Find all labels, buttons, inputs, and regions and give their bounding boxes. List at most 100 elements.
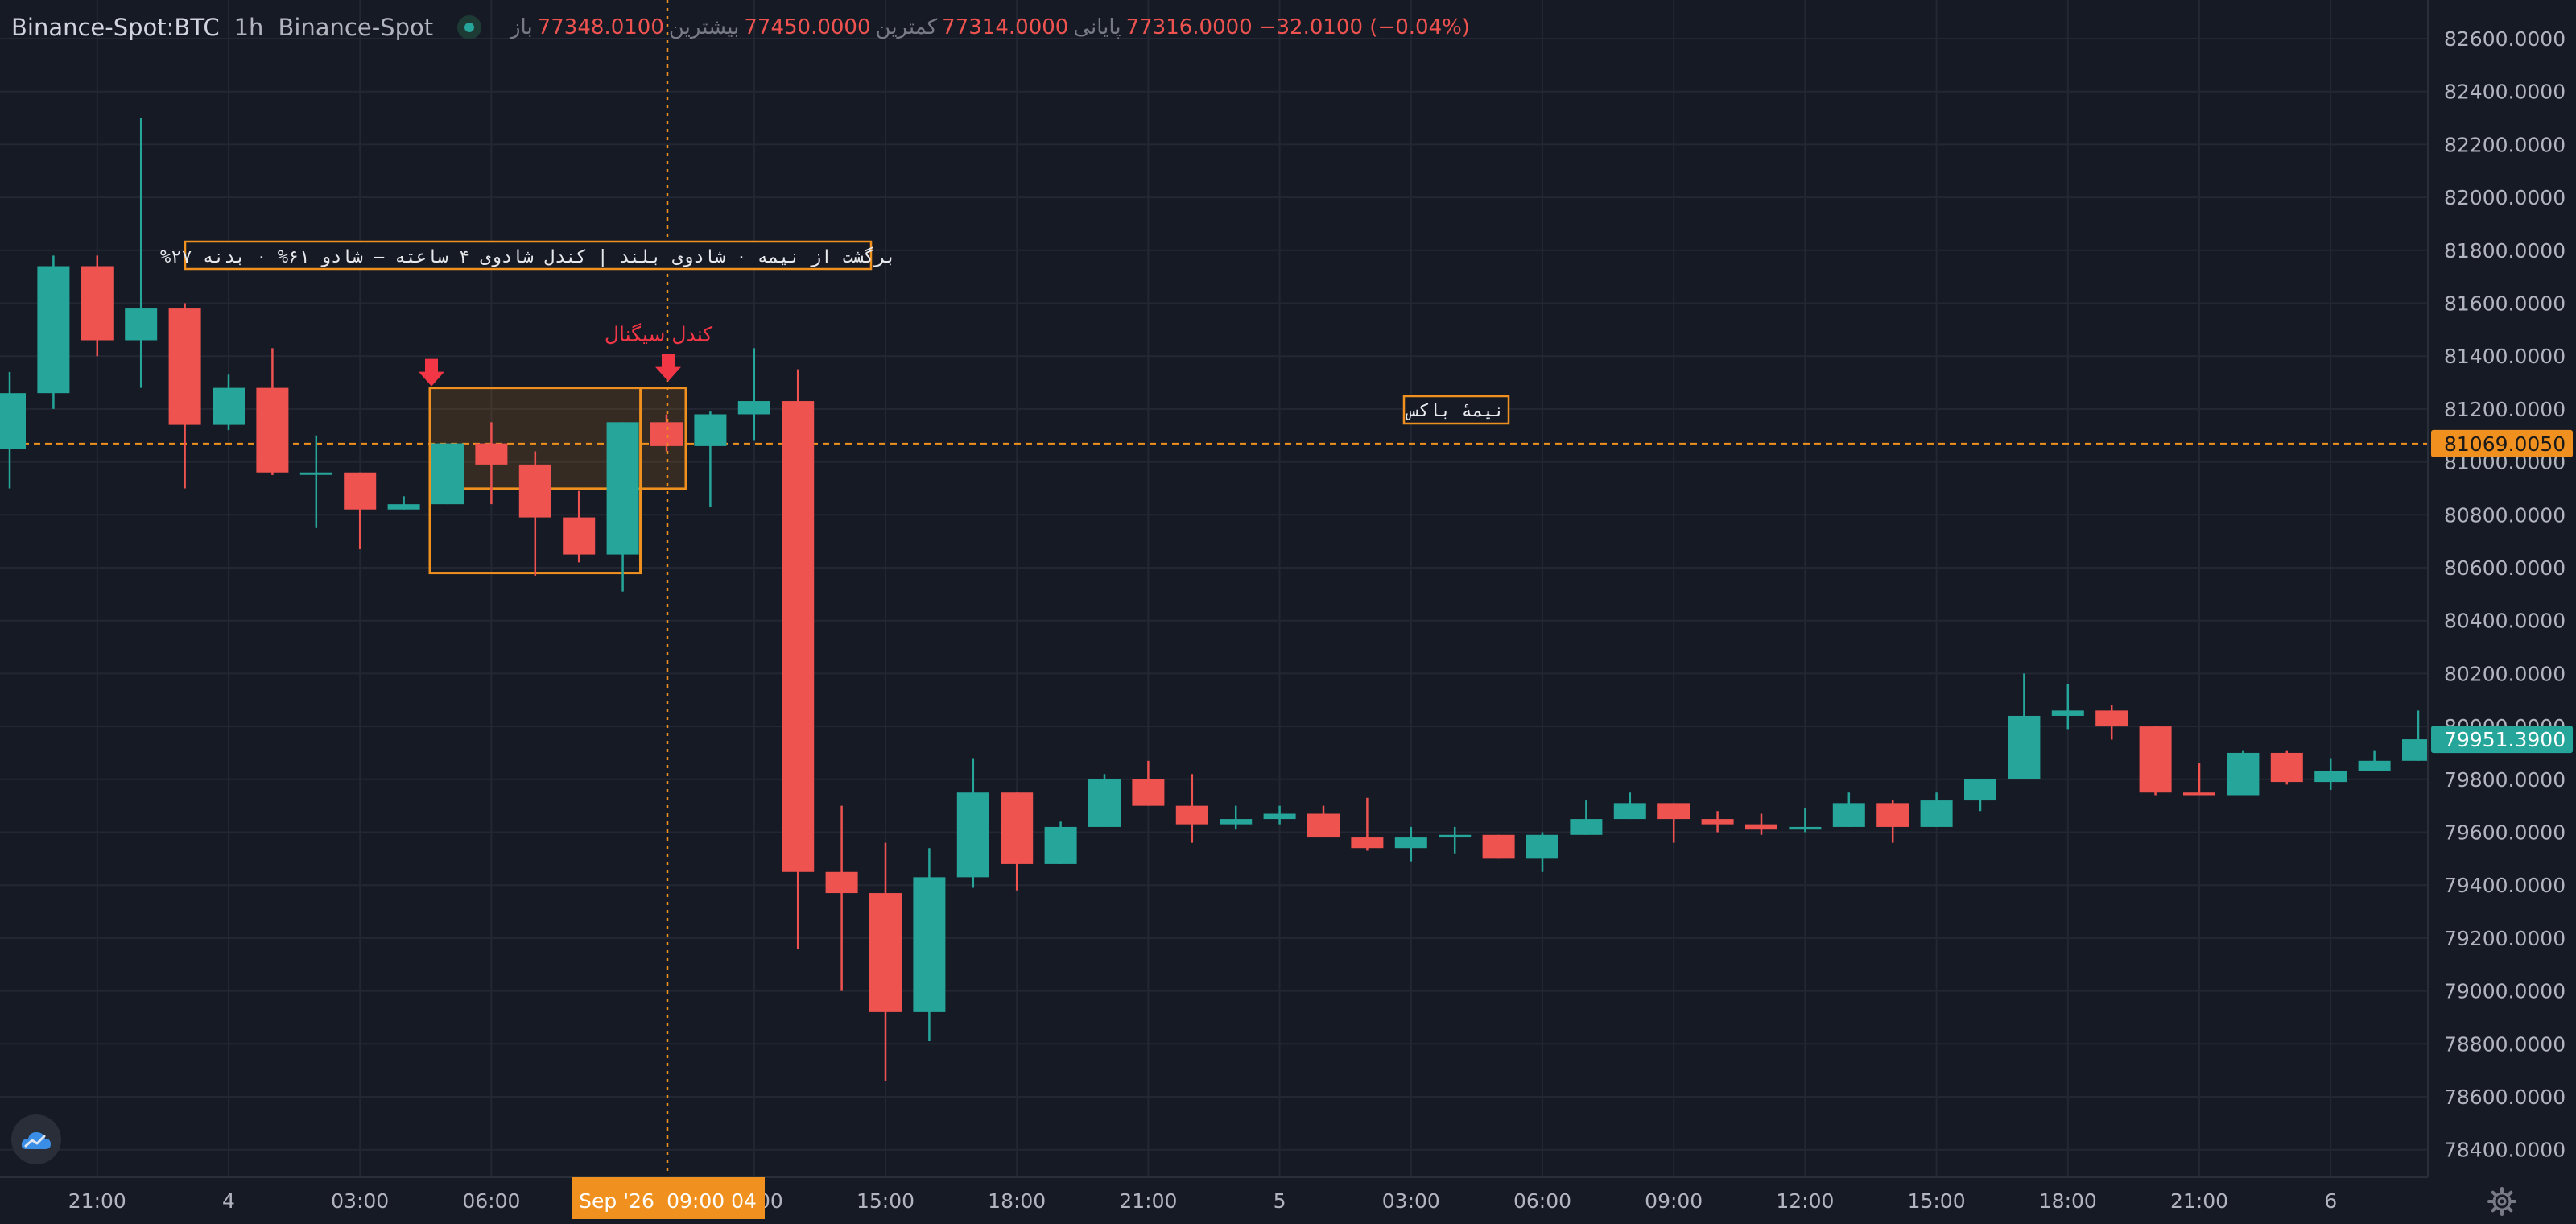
candle	[1613, 792, 1646, 820]
ohlc-open-value: 77348.0100	[537, 15, 664, 39]
candle	[2051, 684, 2084, 730]
candle-body	[1175, 805, 1208, 825]
time-axis[interactable]: 18:00 21:00 4 03:00 06:00 12:00 15:00 18:00 21:0…	[0, 1176, 2576, 1224]
cloud-chart-icon	[21, 1132, 51, 1149]
chart-annotations: کندل سیگنال %برگشت از نیمه ۰ شادوی بلند |…	[160, 0, 1510, 1177]
candle-body	[1789, 826, 1822, 830]
price-tick-label: 82200.0000	[2444, 133, 2566, 156]
candle-body	[563, 517, 596, 555]
candle-body	[125, 308, 158, 341]
app-logo-icon[interactable]	[11, 1114, 61, 1164]
candle-body	[1001, 792, 1034, 864]
interval-label[interactable]: 1h	[233, 14, 264, 41]
candle-body	[2051, 710, 2084, 716]
chart-drawings	[0, 387, 2428, 575]
candle-body	[1964, 779, 1996, 801]
candle-body	[1307, 813, 1340, 838]
ohlc-close-label: پایانی	[1073, 15, 1121, 39]
time-tick-label: 5	[1274, 1189, 1286, 1213]
candle	[213, 374, 245, 431]
candle	[2270, 750, 2303, 785]
top-note-text: %برگشت از نیمه ۰ شادوی بلند | کندل شادوی…	[160, 246, 896, 267]
time-tick-label: 15:00	[1908, 1189, 1966, 1213]
half-box-callout: نیمهٔ باکس	[1402, 395, 1510, 425]
candle	[1876, 800, 1909, 843]
price-tick-label: 81400.0000	[2444, 345, 2566, 368]
price-tick-label: 80400.0000	[2444, 610, 2566, 633]
candle-body	[1394, 837, 1427, 849]
candle-body	[213, 387, 245, 425]
price-axis[interactable]: 82600.0000 82400.0000 82200.0000 82000.0000…	[2427, 0, 2576, 1224]
candle	[1920, 792, 1953, 827]
candle	[2227, 750, 2260, 796]
candle-body	[1220, 819, 1253, 825]
top-note-box	[184, 240, 873, 271]
candle	[1701, 811, 1734, 833]
candle	[825, 805, 858, 991]
ohlc-low-value: 77314.0000	[942, 15, 1069, 39]
candle	[1439, 826, 1472, 854]
candle	[1307, 805, 1340, 838]
crosshair-date-label: Sep '26	[579, 1189, 654, 1213]
candle-body	[694, 414, 727, 446]
candle	[1351, 797, 1384, 851]
candle-body	[1657, 803, 1690, 820]
candle	[1745, 813, 1777, 835]
exchange-label: Binance-Spot	[278, 14, 434, 41]
time-tick-label: 21:00	[2170, 1189, 2228, 1213]
candle-body	[1351, 837, 1384, 849]
price-tick-label: 81800.0000	[2444, 239, 2566, 263]
candle	[1482, 834, 1515, 859]
candle	[1175, 774, 1208, 843]
candle-body	[2139, 726, 2172, 793]
candle	[1132, 760, 1165, 806]
candle	[1570, 800, 1603, 835]
candle-body	[80, 266, 114, 341]
candle-series	[0, 118, 2434, 1081]
candle	[37, 255, 70, 409]
candle	[2139, 726, 2172, 796]
candle	[125, 118, 158, 388]
time-tick-label: 03:00	[1382, 1189, 1440, 1213]
gear-icon[interactable]	[2487, 1187, 2516, 1216]
symbol-label[interactable]: Binance-Spot:BTC	[11, 14, 220, 41]
candle-body	[2227, 752, 2260, 796]
candle-body	[518, 464, 551, 518]
price-tick-label: 80200.0000	[2444, 662, 2566, 685]
price-label-text: 81069.0050	[2444, 432, 2566, 456]
candle	[1044, 821, 1077, 864]
time-tick-label: 12:00	[1776, 1189, 1834, 1213]
candle-body	[1263, 813, 1296, 820]
candle-body	[1439, 834, 1472, 838]
candle-body	[913, 877, 946, 1012]
ohlc-low-label: کمترین	[875, 15, 938, 39]
candle-body	[1876, 803, 1909, 827]
candle-body	[1613, 803, 1646, 820]
candle-body	[37, 266, 70, 394]
price-tick-label: 82600.0000	[2444, 27, 2566, 51]
candle-body	[2314, 771, 2347, 783]
candle	[782, 369, 815, 949]
candle-body	[0, 393, 26, 449]
candle	[563, 490, 596, 563]
candle	[1394, 826, 1427, 862]
candle	[1088, 774, 1121, 827]
candle-body	[2183, 792, 2215, 796]
candle	[606, 422, 639, 592]
candle	[2008, 673, 2041, 779]
time-tick-label: 03:00	[331, 1189, 389, 1213]
down-arrow-icon	[419, 358, 444, 387]
candle	[299, 435, 332, 528]
candle-body	[2270, 752, 2303, 783]
candle-body	[1832, 803, 1865, 827]
market-status-icon[interactable]	[457, 15, 482, 39]
candle	[344, 472, 377, 550]
candle-body	[168, 308, 201, 425]
price-tick-label: 80600.0000	[2444, 556, 2566, 580]
ohlc-close-value: 77316.0000	[1125, 15, 1253, 39]
candle-body	[1570, 819, 1603, 835]
candle	[0, 371, 26, 489]
signal-candle-label: کندل سیگنال	[605, 323, 712, 346]
candle-body	[299, 472, 332, 475]
